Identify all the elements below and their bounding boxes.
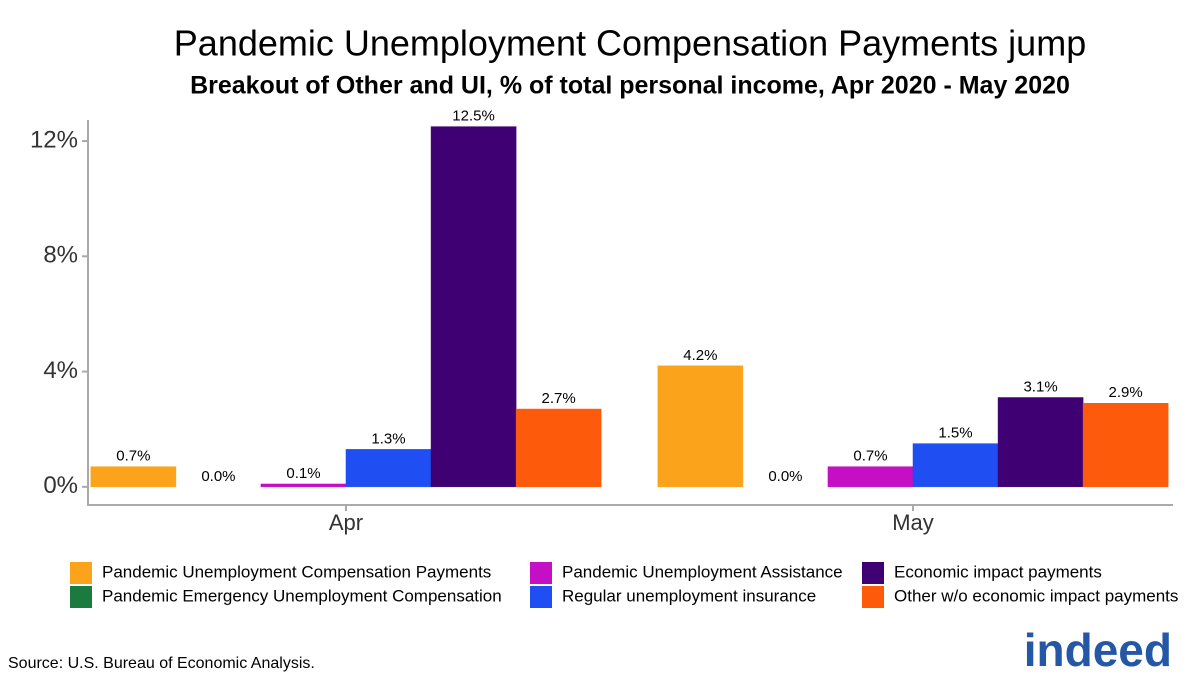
legend-label: Pandemic Emergency Unemployment Compensa… [102,586,502,605]
x-tick-label: Apr [329,510,363,535]
value-label: 2.7% [542,390,576,407]
value-label: 0.7% [853,448,887,465]
value-label: 3.1% [1023,378,1057,395]
bar [90,466,177,488]
value-label: 4.2% [683,347,717,364]
legend-label: Economic impact payments [894,562,1102,581]
bar [827,466,914,488]
bar [1082,403,1169,488]
legend-swatch [70,562,92,584]
value-label: 1.3% [371,430,405,447]
logo: indeed [1024,624,1172,676]
chart-title: Pandemic Unemployment Compensation Payme… [174,23,1086,64]
y-tick-label: 8% [43,242,78,269]
y-tick-label: 4% [43,357,78,384]
y-tick-label: 0% [43,472,78,499]
bar [657,365,744,488]
value-label: 0.1% [286,465,320,482]
legend-label: Pandemic Unemployment Compensation Payme… [102,562,491,581]
value-label: 1.5% [938,425,972,442]
bar [260,483,347,488]
chart-subtitle: Breakout of Other and UI, % of total per… [190,72,1070,100]
value-label: 0.7% [116,448,150,465]
bar [912,443,999,488]
legend-swatch [862,586,884,608]
y-tick-label: 12% [30,126,78,153]
value-label: 12.5% [452,108,495,125]
x-tick-label: May [892,510,934,535]
bar [515,408,602,488]
legend-label: Other w/o economic impact payments [894,586,1178,605]
value-label: 0.0% [201,468,235,485]
legend-label: Pandemic Unemployment Assistance [562,562,843,581]
bar [345,449,432,488]
bar [430,126,517,488]
bar [997,397,1084,488]
source: Source: U.S. Bureau of Economic Analysis… [8,655,315,672]
value-label: 0.0% [768,468,802,485]
legend-swatch [530,586,552,608]
legend-swatch [862,562,884,584]
legend-label: Regular unemployment insurance [562,586,816,605]
legend-swatch [530,562,552,584]
legend-swatch [70,586,92,608]
value-label: 2.9% [1109,384,1143,401]
